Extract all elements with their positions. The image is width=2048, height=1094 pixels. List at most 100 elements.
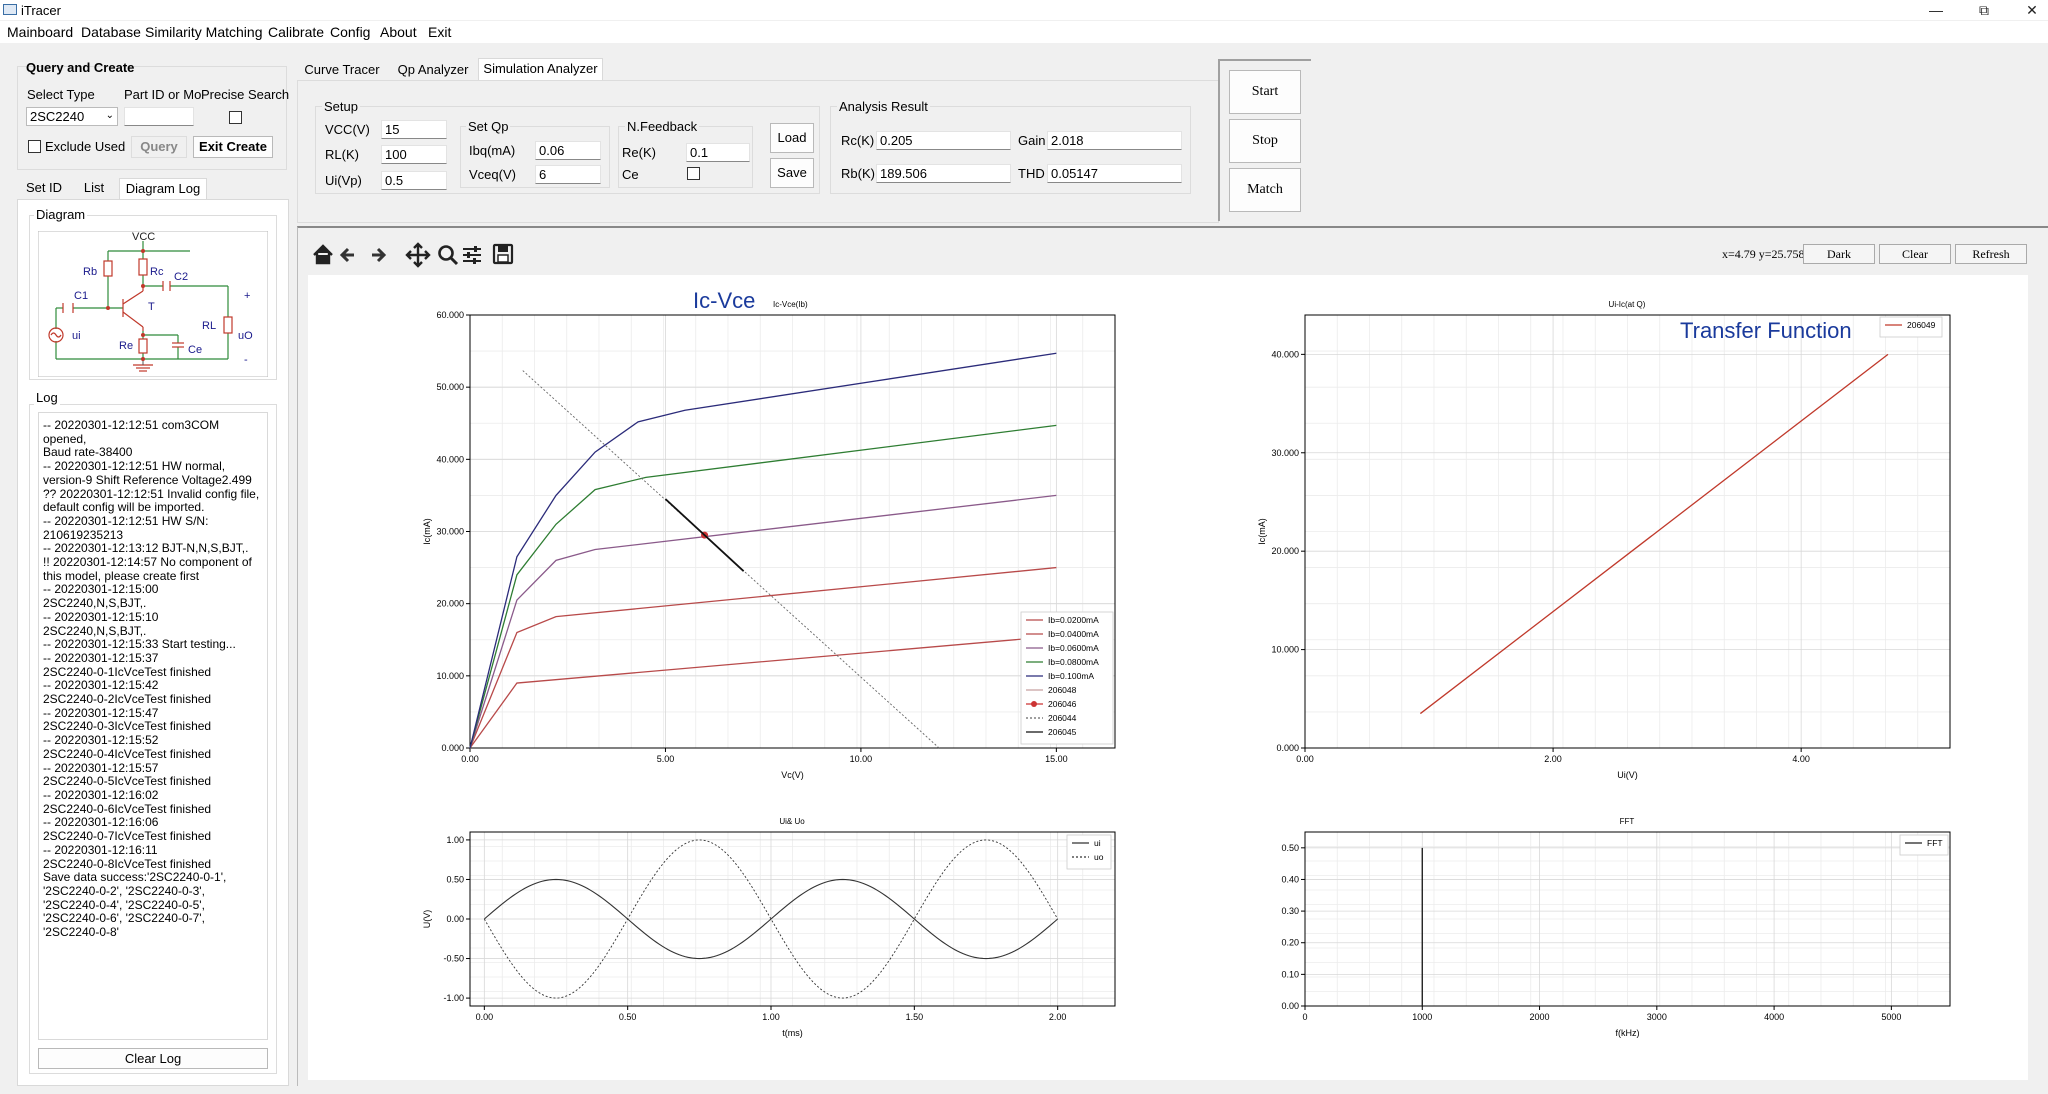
y-tick-label: 20.000	[1271, 546, 1299, 556]
x-axis-label: t(ms)	[782, 1028, 803, 1038]
x-tick-label: 0.00	[461, 754, 479, 764]
back-arrow-icon[interactable]	[339, 247, 354, 263]
log-line: default config will be imported.	[43, 500, 205, 515]
rl-input[interactable]: 100	[381, 145, 447, 164]
stop-button[interactable]: Stop	[1229, 119, 1301, 163]
vcc-field-label: VCC(V)	[325, 122, 370, 137]
y-tick-label: 0.10	[1281, 969, 1299, 979]
menu-config[interactable]: Config	[330, 24, 371, 40]
circuit-diagram: VCC Rb Rc C2 C1 T Re Ce RL ui uO + -	[38, 231, 268, 377]
restore-icon[interactable]: ⧉	[1979, 2, 1989, 18]
series-line	[469, 424, 1057, 749]
tab-set-id[interactable]: Set ID	[25, 180, 63, 195]
set-qp-title: Set Qp	[466, 119, 511, 134]
exit-create-button[interactable]: Exit Create	[193, 136, 273, 158]
precise-search-label: Precise Search	[201, 87, 290, 102]
clear-plot-button[interactable]: Clear	[1879, 244, 1951, 264]
x-tick-label: 2.00	[1544, 754, 1562, 764]
legend-label: FFT	[1927, 838, 1943, 848]
plot-panel	[297, 226, 2048, 1086]
start-button[interactable]: Start	[1229, 70, 1301, 114]
ibq-input[interactable]: 0.06	[535, 141, 601, 160]
tab-qp-analyzer[interactable]: Qp Analyzer	[397, 62, 469, 77]
plot-frame	[469, 831, 1116, 1007]
select-type-dropdown[interactable]: 2SC2240 ⌄	[26, 107, 118, 126]
minimize-icon[interactable]: —	[1929, 2, 1943, 18]
configure-icon[interactable]	[463, 246, 481, 264]
tab-list[interactable]: List	[83, 180, 105, 195]
exclude-used-checkbox[interactable]	[28, 140, 41, 153]
log-textbox[interactable]: -- 20220301-12:12:51 com3COM opened, Baud…	[38, 412, 268, 1040]
title-bar: iTracer — ⧉ ✕	[0, 0, 2048, 20]
series-line	[483, 878, 1059, 960]
log-line: Baud rate-38400	[43, 445, 133, 460]
log-line: -- 20220301-12:16:11	[43, 842, 158, 857]
y-tick-label: 0.20	[1281, 938, 1299, 948]
pan-icon[interactable]	[405, 242, 431, 268]
x-tick-label: 0.50	[619, 1012, 637, 1022]
match-button[interactable]: Match	[1229, 168, 1301, 212]
x-axis-label: f(kHz)	[1616, 1028, 1640, 1038]
query-create-title: Query and Create	[26, 60, 135, 75]
ui-input[interactable]: 0.5	[381, 171, 447, 190]
menu-calibrate[interactable]: Calibrate	[268, 24, 325, 40]
series-line	[469, 352, 1057, 749]
close-icon[interactable]: ✕	[2026, 2, 2038, 18]
log-line: -- 20220301-12:15:37	[43, 650, 159, 665]
log-line: -- 20220301-12:15:10 2SC2240,N,S,BJT,.	[43, 609, 159, 638]
series-line	[469, 635, 1057, 749]
menu-database[interactable]: Database	[81, 24, 141, 40]
analysis-group	[830, 106, 1191, 194]
log-group	[29, 404, 277, 1074]
re-feedback-input[interactable]: 0.1	[686, 143, 750, 162]
transfer-function-chart[interactable]: 0.00 2.00 4.00 0.000 10.000 20.000 30.000 40.00…	[1240, 290, 1970, 790]
log-line: '2SC2240-0-4', '2SC2240-0-5',	[43, 897, 205, 912]
fft-chart[interactable]: 0 1000 2000 3000 4000 5000 0.00 0.10 0.20 0.30 0.4…	[1240, 810, 1970, 1040]
save-icon[interactable]	[492, 243, 514, 265]
menu-exit[interactable]: Exit	[428, 24, 452, 40]
series-line	[483, 839, 1059, 999]
save-settings-button[interactable]: Save	[770, 158, 814, 188]
precise-search-checkbox[interactable]	[229, 111, 242, 124]
ui-uo-chart[interactable]: 0.00 0.50 1.00 1.50 2.00 -1.00 -0.50 0.00 0.50 1.…	[400, 810, 1140, 1040]
part-id-input[interactable]	[124, 107, 194, 126]
plot-frame	[1304, 831, 1951, 1007]
uo-label: uO	[238, 330, 253, 342]
refresh-button[interactable]: Refresh	[1955, 244, 2027, 264]
clear-log-button[interactable]: Clear Log	[38, 1048, 268, 1069]
diagram-title: Diagram	[34, 207, 88, 222]
x-tick-label: 4000	[1764, 1012, 1784, 1022]
forward-arrow-icon[interactable]	[372, 247, 387, 263]
menu-mainboard[interactable]: Mainboard	[7, 24, 74, 40]
tab-curve-tracer[interactable]: Curve Tracer	[304, 62, 380, 77]
y-tick-label: 10.000	[436, 671, 464, 681]
app-icon	[3, 4, 17, 15]
query-button[interactable]: Query	[131, 136, 187, 158]
query-create-group	[17, 66, 287, 170]
log-line: -- 20220301-12:12:51 HW normal,	[43, 459, 226, 474]
log-line: version-9 Shift Reference Voltage2.499	[43, 472, 252, 487]
tab-diagram-log[interactable]: Diagram Log	[119, 178, 207, 200]
y-tick-label: 50.000	[436, 382, 464, 392]
menu-similarity-matching[interactable]: Similarity Matching	[145, 24, 263, 40]
home-icon[interactable]	[313, 244, 333, 265]
ic-vce-chart[interactable]: 0.00 5.00 10.00 15.00 0.000 10.000 20.000 30.00…	[400, 280, 1140, 788]
x-tick-label: 0.00	[1296, 754, 1314, 764]
vcc-input[interactable]: 15	[381, 120, 447, 139]
tab-simulation-analyzer[interactable]: Simulation Analyzer	[478, 58, 603, 80]
re-label: Re	[119, 340, 133, 352]
legend-label: ui	[1094, 838, 1101, 848]
y-tick-label: -1.00	[443, 993, 464, 1003]
ce-checkbox[interactable]	[687, 167, 700, 180]
vceq-input[interactable]: 6	[535, 165, 601, 184]
menu-about[interactable]: About	[380, 24, 417, 40]
x-tick-label: 1.00	[762, 1012, 780, 1022]
feedback-title: N.Feedback	[625, 119, 700, 134]
y-tick-label: 0.000	[441, 743, 464, 753]
zoom-icon[interactable]	[438, 245, 459, 266]
load-button[interactable]: Load	[770, 123, 814, 153]
dark-button[interactable]: Dark	[1803, 244, 1875, 264]
legend-label: Ib=0.0600mA	[1048, 643, 1099, 653]
log-line: -- 20220301-12:12:51 com3COM opened,	[43, 418, 220, 446]
x-tick-label: 1000	[1412, 1012, 1432, 1022]
